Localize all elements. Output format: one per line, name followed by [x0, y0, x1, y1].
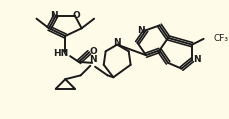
- Text: N: N: [50, 11, 58, 20]
- Text: N: N: [137, 26, 145, 35]
- Text: N: N: [113, 38, 121, 47]
- Text: N: N: [89, 55, 97, 64]
- Text: O: O: [73, 11, 81, 20]
- Text: HN: HN: [53, 49, 68, 58]
- Text: CF₃: CF₃: [213, 34, 228, 43]
- Text: O: O: [89, 47, 97, 56]
- Text: N: N: [193, 55, 201, 64]
